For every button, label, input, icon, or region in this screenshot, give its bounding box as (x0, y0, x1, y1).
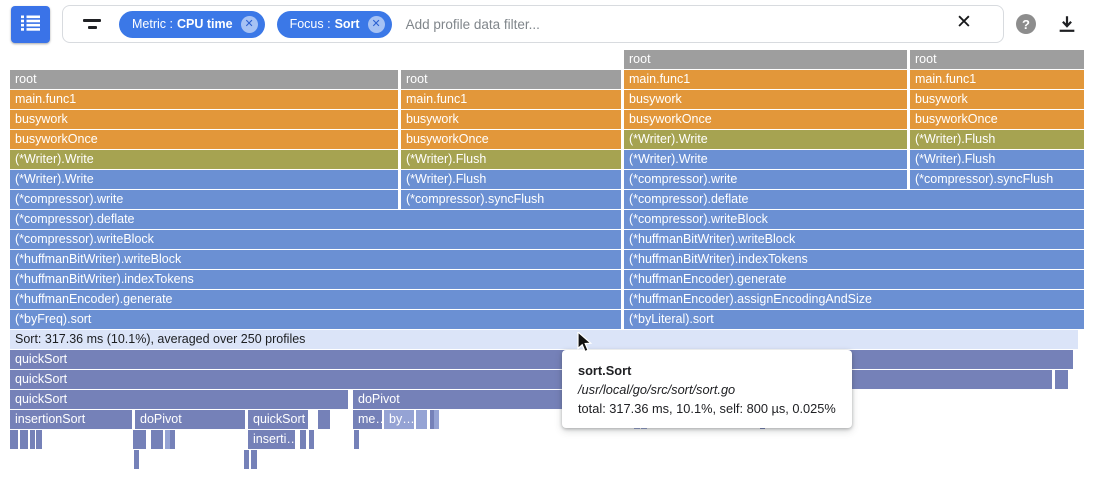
flame-cell[interactable] (416, 410, 427, 429)
flame-cell[interactable]: (*Writer).Write (624, 130, 907, 149)
chip-value: Sort (334, 17, 360, 31)
flame-cell[interactable]: root (624, 50, 907, 69)
flame-cell[interactable]: (*Writer).Flush (401, 150, 621, 169)
tooltip-source-path: /usr/local/go/src/sort/sort.go (578, 382, 736, 397)
flame-cell[interactable]: (*compressor).syncFlush (401, 190, 621, 209)
flame-cell[interactable]: doPivot (135, 410, 245, 429)
flame-cell[interactable]: (*compressor).write (10, 190, 398, 209)
tooltip-stats: total: 317.36 ms, 10.1%, self: 800 µs, 0… (578, 401, 836, 416)
flame-cell[interactable] (318, 410, 330, 429)
flame-cell[interactable]: quickSort (10, 390, 348, 409)
download-icon[interactable] (1056, 13, 1078, 35)
flame-cell[interactable] (434, 410, 439, 429)
flame-cell[interactable]: busywork (624, 90, 907, 109)
flame-cell[interactable]: (*compressor).write (624, 170, 907, 189)
flame-cell[interactable]: (*huffmanBitWriter).indexTokens (624, 250, 1084, 269)
flame-cell[interactable] (165, 430, 170, 449)
flame-cell[interactable] (134, 450, 139, 469)
flame-cell[interactable] (133, 430, 146, 449)
flame-focus-row[interactable]: Sort: 317.36 ms (10.1%), averaged over 2… (10, 330, 1078, 349)
flame-cell[interactable] (10, 430, 18, 449)
flame-cell[interactable] (170, 430, 175, 449)
flame-cell[interactable]: insertionSort (10, 410, 132, 429)
flame-cell[interactable]: busywork (401, 110, 621, 129)
frame-tooltip: sort.Sort /usr/local/go/src/sort/sort.go… (562, 350, 852, 428)
chip-label: Metric : (132, 17, 173, 31)
flame-cell[interactable] (20, 430, 28, 449)
flame-cell[interactable]: main.func1 (624, 70, 907, 89)
flame-cell[interactable] (36, 430, 42, 449)
flame-cell[interactable]: (*huffmanBitWriter).writeBlock (624, 230, 1084, 249)
flame-cell[interactable]: (*compressor).deflate (10, 210, 621, 229)
flame-cell[interactable]: (*Writer).Write (624, 150, 907, 169)
flame-cell[interactable]: (*Writer).Write (10, 150, 398, 169)
flame-cell[interactable]: (*compressor).syncFlush (910, 170, 1084, 189)
flame-cell[interactable]: (*Writer).Flush (910, 130, 1084, 149)
filter-icon (83, 18, 101, 30)
flame-cell[interactable]: main.func1 (10, 90, 398, 109)
flame-cell[interactable] (309, 430, 314, 449)
profile-filter-bar[interactable]: Metric : CPU time ✕ Focus : Sort ✕ Add profil… (62, 5, 1004, 43)
help-icon[interactable]: ? (1016, 14, 1036, 34)
flame-cell[interactable] (251, 450, 257, 469)
list-icon (21, 15, 40, 34)
flame-cell[interactable]: me… (353, 410, 382, 429)
flame-cell[interactable] (300, 430, 306, 449)
flame-cell[interactable]: (*huffmanEncoder).generate (624, 270, 1084, 289)
flame-cell[interactable]: (*compressor).deflate (624, 190, 1084, 209)
flame-cell[interactable]: (*compressor).writeBlock (10, 230, 621, 249)
flame-cell[interactable]: main.func1 (910, 70, 1084, 89)
flame-cell[interactable] (430, 410, 435, 429)
flame-cell[interactable] (354, 430, 359, 449)
filter-placeholder[interactable]: Add profile data filter... (405, 16, 540, 32)
profile-list-button[interactable] (11, 6, 50, 43)
flame-cell[interactable]: root (910, 50, 1084, 69)
flame-cell[interactable]: busyworkOnce (401, 130, 621, 149)
flame-cell[interactable]: (*huffmanBitWriter).writeBlock (10, 250, 621, 269)
flame-cell[interactable]: busyworkOnce (624, 110, 907, 129)
clear-filters-icon[interactable]: ✕ (956, 12, 972, 33)
chip-label: Focus : (289, 17, 331, 31)
filter-chip-metric[interactable]: Metric : CPU time ✕ (119, 10, 265, 38)
flame-cell[interactable]: (*huffmanEncoder).generate (10, 290, 621, 309)
chip-value: CPU time (176, 17, 233, 31)
flame-cell[interactable]: busywork (910, 90, 1084, 109)
flame-cell[interactable] (244, 450, 249, 469)
chip-remove-icon[interactable]: ✕ (367, 15, 385, 33)
flame-cell[interactable]: main.func1 (401, 90, 621, 109)
flame-cell[interactable] (151, 430, 163, 449)
flame-cell[interactable]: root (10, 70, 398, 89)
flame-cell[interactable]: by… (384, 410, 414, 429)
mouse-cursor (577, 330, 597, 359)
tooltip-function-name: sort.Sort (578, 363, 632, 378)
flame-cell[interactable]: busyworkOnce (10, 130, 398, 149)
flame-cell[interactable]: (*Writer).Flush (910, 150, 1084, 169)
filter-chips: Metric : CPU time ✕ Focus : Sort ✕ (119, 10, 392, 38)
flame-cell[interactable]: (*Writer).Flush (401, 170, 621, 189)
flame-cell[interactable]: root (401, 70, 621, 89)
flame-cell[interactable]: inserti… (248, 430, 295, 449)
flame-cell[interactable]: (*byLiteral).sort (624, 310, 1084, 329)
flame-cell[interactable]: (*huffmanEncoder).assignEncodingAndSize (624, 290, 1084, 309)
chip-remove-icon[interactable]: ✕ (240, 15, 258, 33)
flame-cell[interactable] (30, 430, 35, 449)
flame-cell[interactable]: (*Writer).Write (10, 170, 398, 189)
flame-cell[interactable]: (*byFreq).sort (10, 310, 621, 329)
flame-cell[interactable]: quickSort (10, 350, 1073, 369)
flame-cell[interactable]: busywork (10, 110, 398, 129)
flame-cell[interactable]: busyworkOnce (910, 110, 1084, 129)
flame-cell[interactable]: (*compressor).writeBlock (624, 210, 1084, 229)
flame-cell[interactable]: (*huffmanBitWriter).indexTokens (10, 270, 621, 289)
flame-cell[interactable]: quickSort (10, 370, 1052, 389)
flame-cell[interactable]: quickSort (248, 410, 308, 429)
filter-chip-focus[interactable]: Focus : Sort ✕ (276, 10, 392, 38)
flame-cell[interactable] (1055, 370, 1068, 389)
